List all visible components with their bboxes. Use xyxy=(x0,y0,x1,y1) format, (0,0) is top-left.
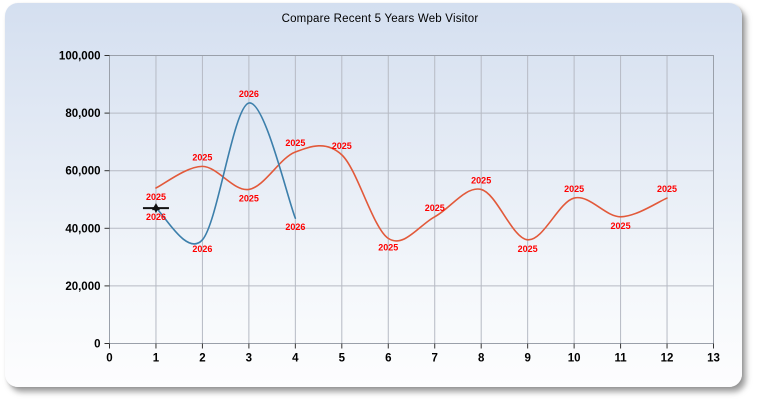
chart-title: Compare Recent 5 Years Web Visitor xyxy=(281,13,479,25)
point-label-2025: 2025 xyxy=(239,193,259,203)
x-tick-label: 13 xyxy=(707,353,720,365)
y-tick-label: 80,000 xyxy=(65,108,100,120)
point-label-2025: 2025 xyxy=(564,184,584,194)
y-tick-label: 0 xyxy=(94,339,100,351)
plot-border xyxy=(109,55,714,344)
y-tick-label: 60,000 xyxy=(65,166,100,178)
series-2026-line xyxy=(155,102,297,245)
point-label-2026: 2026 xyxy=(146,212,166,222)
point-label-2025: 2025 xyxy=(192,152,212,162)
point-label-2025: 2025 xyxy=(611,221,631,231)
x-tick-label: 7 xyxy=(432,353,438,365)
point-label-2025: 2025 xyxy=(332,141,352,151)
x-tick-label: 10 xyxy=(568,353,581,365)
point-label-2026: 2026 xyxy=(285,222,305,232)
x-tick-label: 8 xyxy=(478,353,485,365)
x-tick-label: 6 xyxy=(385,353,391,365)
x-tick-label: 11 xyxy=(614,353,627,365)
y-tick-label: 40,000 xyxy=(65,223,100,235)
point-label-2025: 2025 xyxy=(657,184,677,194)
point-label-2025: 2025 xyxy=(471,175,491,185)
point-label-2025: 2025 xyxy=(146,192,166,202)
chart-panel xyxy=(5,3,742,387)
x-tick-label: 2 xyxy=(199,353,205,365)
point-label-2026: 2026 xyxy=(192,244,212,254)
point-label-2026: 2026 xyxy=(239,89,259,99)
point-label-2025: 2025 xyxy=(518,244,538,254)
x-tick-label: 0 xyxy=(106,353,112,365)
point-label-2025: 2025 xyxy=(425,203,445,213)
current-point-marker-tail xyxy=(152,207,159,214)
y-tick-label: 100,000 xyxy=(59,51,101,63)
point-label-2025: 2025 xyxy=(285,138,305,148)
x-tick-label: 1 xyxy=(153,353,160,365)
y-tick-label: 20,000 xyxy=(65,281,100,293)
x-tick-label: 4 xyxy=(292,353,299,365)
point-label-2025: 2025 xyxy=(378,242,398,252)
series-2025-line xyxy=(155,145,668,242)
x-tick-label: 12 xyxy=(661,353,674,365)
x-tick-label: 5 xyxy=(339,353,346,365)
x-tick-label: 3 xyxy=(246,353,252,365)
x-tick-label: 9 xyxy=(524,353,530,365)
